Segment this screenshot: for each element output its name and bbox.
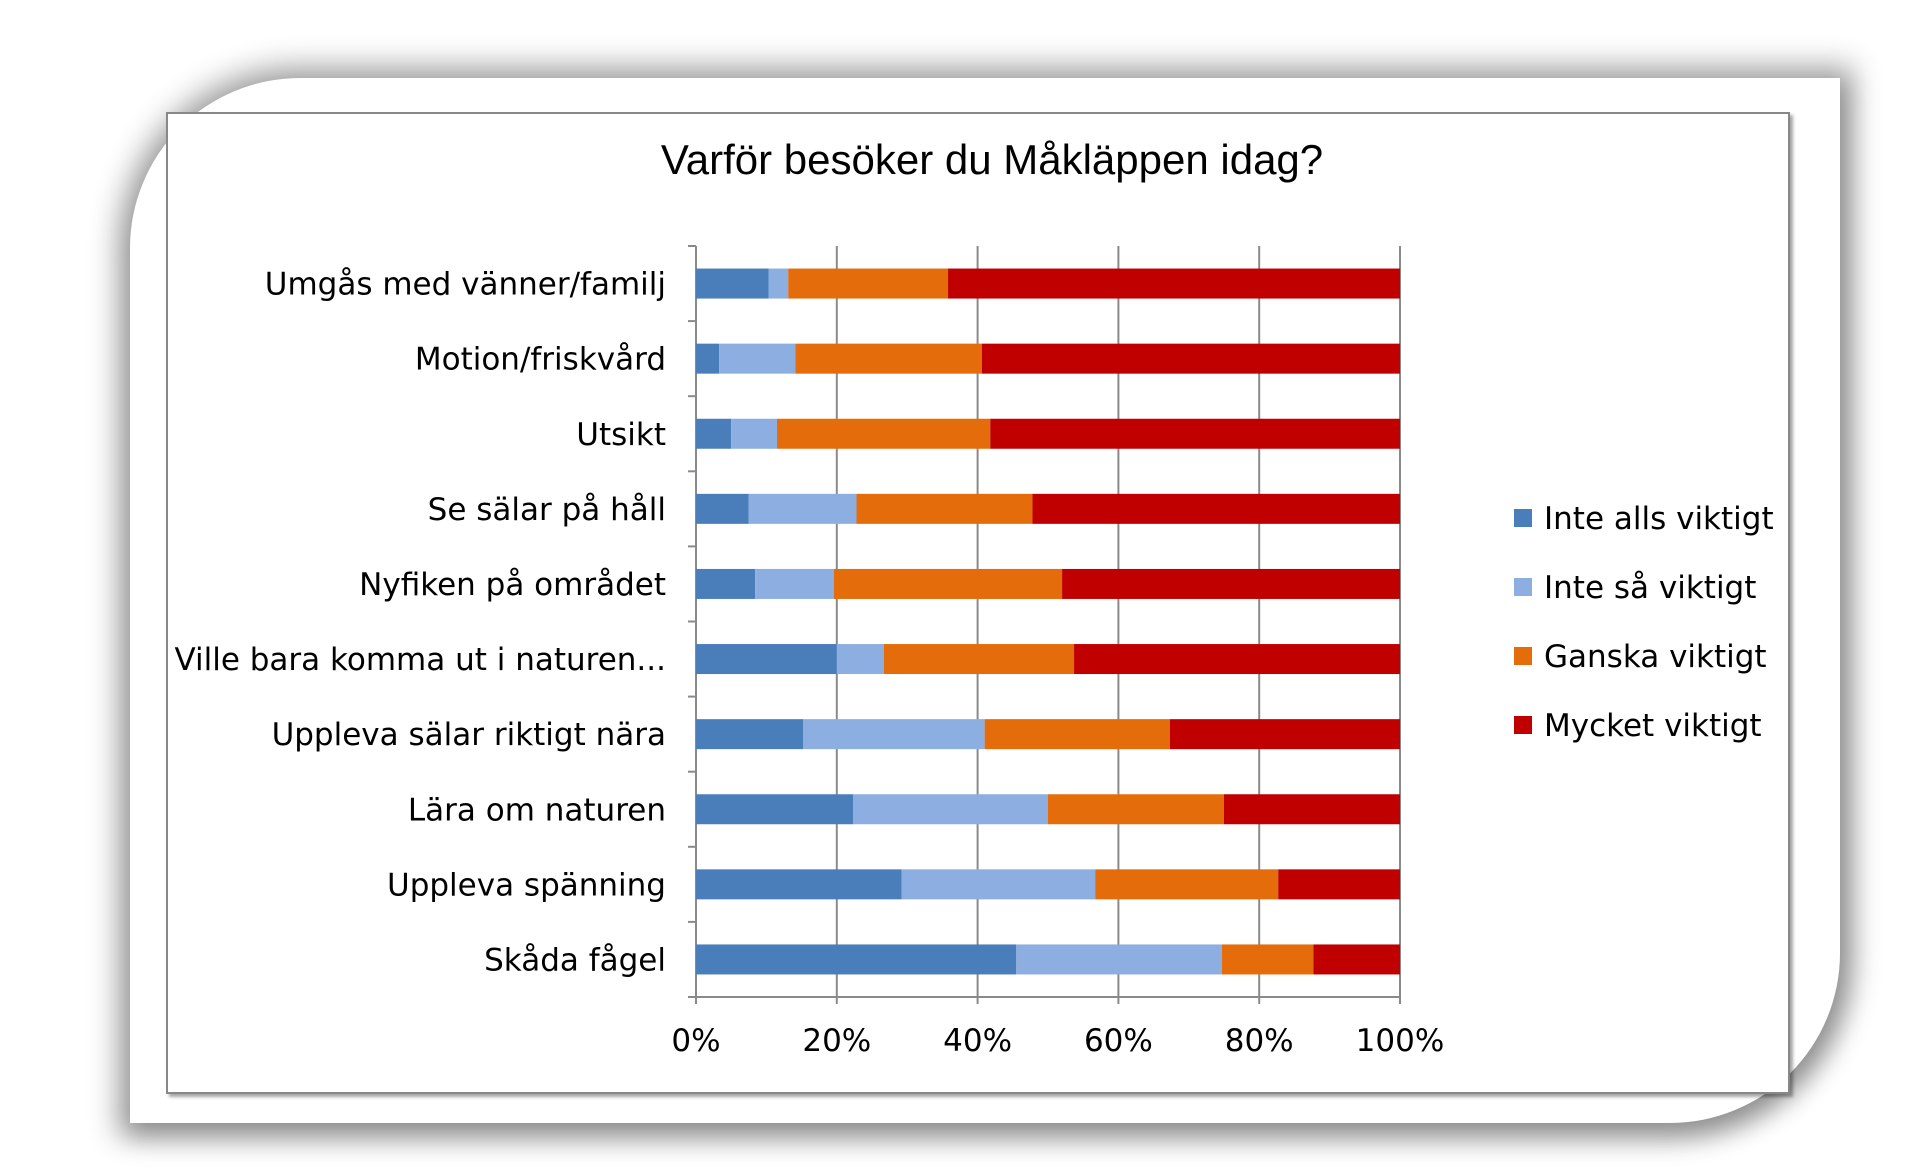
chart-panel: Varför besöker du Måkläppen idag? 0% 20% 40… (166, 112, 1790, 1094)
legend-entry: Inte alls viktigt (1544, 501, 1774, 537)
bar-segment (1095, 869, 1279, 900)
x-tick-label: 20% (802, 1023, 871, 1059)
bar-segment (1278, 869, 1400, 900)
bar-segment (696, 794, 853, 825)
legend-entry: Inte så viktigt (1544, 570, 1756, 606)
category-label: Lära om naturen (408, 792, 666, 828)
bar-segment (856, 493, 1033, 524)
bar-segment (795, 343, 982, 374)
bar-segment (1221, 944, 1314, 975)
stacked-bar-chart: Varför besöker du Måkläppen idag? 0% 20% 40… (174, 136, 1774, 1059)
bar-segment (990, 418, 1400, 449)
bar-segment (984, 719, 1170, 750)
bar-segment (803, 719, 985, 750)
bar-segment (696, 644, 837, 675)
bar-segment (776, 418, 991, 449)
bar-segment (788, 268, 949, 299)
legend-swatch (1514, 716, 1532, 734)
category-label: Skåda fågel (484, 942, 666, 978)
bar-segment (981, 343, 1400, 374)
category-label: Uppleva spänning (387, 867, 666, 903)
bar-segment (852, 794, 1048, 825)
bar-segment (696, 418, 732, 449)
bar-segment (948, 268, 1400, 299)
legend-swatch (1514, 578, 1532, 596)
x-tick-label: 80% (1225, 1023, 1294, 1059)
chart-title: Varför besöker du Måkläppen idag? (661, 136, 1323, 183)
x-tick-label: 0% (671, 1023, 720, 1059)
bar-segment (719, 343, 796, 374)
bar-segment (1169, 719, 1400, 750)
legend-entry: Mycket viktigt (1544, 708, 1762, 744)
legend-swatch (1514, 509, 1532, 527)
bar-segment (696, 568, 756, 599)
legend-swatch (1514, 647, 1532, 665)
x-tick-label: 60% (1084, 1023, 1153, 1059)
bar-segment (1048, 794, 1224, 825)
bar-segment (1032, 493, 1400, 524)
category-label: Se sälar på håll (428, 492, 666, 528)
bar-segment (1074, 644, 1400, 675)
bar-segment (696, 493, 749, 524)
bar-segment (768, 268, 789, 299)
category-label: Motion/friskvård (415, 342, 666, 378)
bar-segment (1062, 568, 1400, 599)
bar-segment (833, 568, 1063, 599)
bar-segment (696, 268, 769, 299)
bar-segment (836, 644, 884, 675)
bar-segment (755, 568, 834, 599)
x-tick-label: 40% (943, 1023, 1012, 1059)
category-label: Uppleva sälar riktigt nära (272, 717, 666, 753)
bar-segment (696, 869, 902, 900)
bar-segment (696, 719, 804, 750)
x-tick-label: 100% (1356, 1023, 1445, 1059)
category-label: Utsikt (576, 417, 666, 453)
category-label: Ville bara komma ut i naturen... (174, 642, 666, 678)
legend-entry: Ganska viktigt (1544, 639, 1767, 675)
bar-segment (883, 644, 1075, 675)
category-label: Nyfiken på området (359, 567, 666, 603)
bar-segment (1313, 944, 1400, 975)
bar-segment (901, 869, 1096, 900)
category-label: Umgås med vänner/familj (265, 267, 666, 303)
bar-segment (1224, 794, 1400, 825)
bar-segment (731, 418, 777, 449)
bar-segment (696, 944, 1017, 975)
bar-segment (1016, 944, 1222, 975)
bar-segment (696, 343, 720, 374)
bar-segment (748, 493, 857, 524)
